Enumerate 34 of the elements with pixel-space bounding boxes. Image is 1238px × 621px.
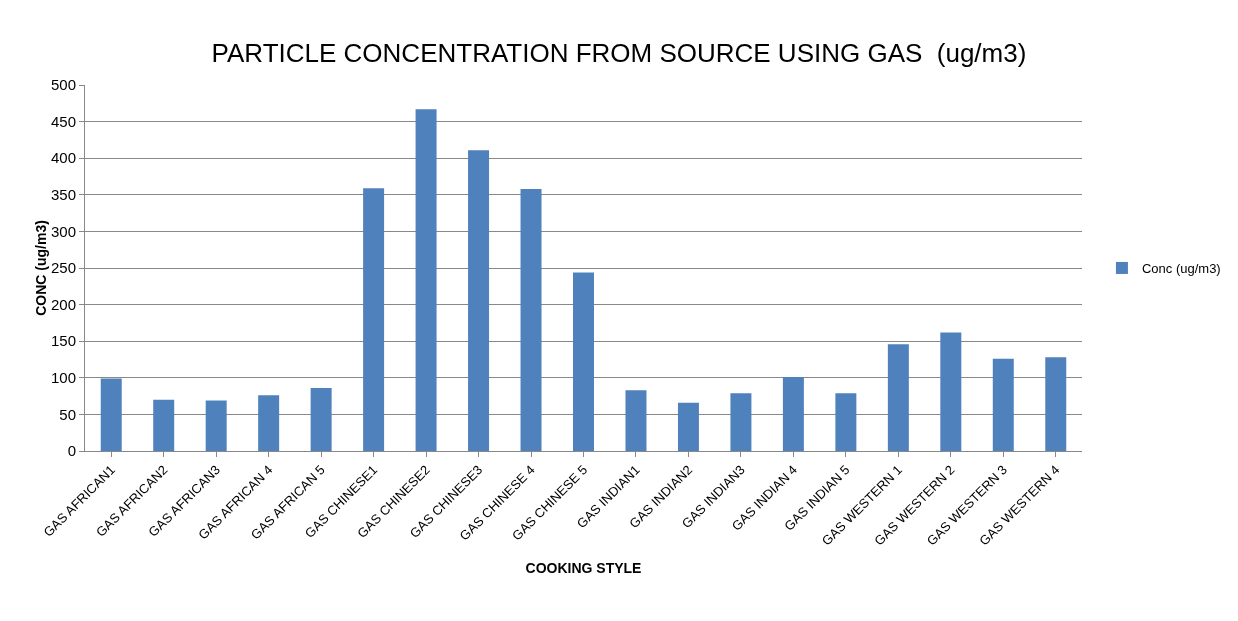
bar — [468, 150, 490, 451]
y-tick-label: 350 — [50, 186, 76, 204]
y-tick-label: 500 — [50, 76, 76, 94]
bar — [153, 399, 175, 451]
y-tick-label: 200 — [50, 295, 76, 313]
bar — [887, 344, 909, 451]
bar — [625, 390, 647, 451]
y-tick-label: 400 — [50, 149, 76, 167]
bar — [520, 188, 542, 451]
y-tick-label: 0 — [67, 442, 76, 460]
legend-label: Conc (ug/m3) — [1141, 261, 1221, 277]
y-tick-label: 100 — [50, 369, 76, 387]
y-axis-title: CONC (ug/m3) — [32, 220, 49, 316]
y-tick-label: 150 — [50, 332, 76, 350]
bar — [310, 388, 332, 451]
bar — [940, 332, 962, 451]
bar — [992, 358, 1014, 451]
bar — [730, 393, 752, 451]
bar — [363, 188, 385, 451]
y-tick-label: 300 — [50, 222, 76, 240]
y-tick-label: 450 — [50, 112, 76, 130]
bar — [782, 377, 804, 451]
y-tick-label: 50 — [59, 405, 76, 423]
bar — [1045, 357, 1067, 451]
bar — [835, 393, 857, 451]
bar — [205, 400, 227, 451]
chart-title: PARTICLE CONCENTRATION FROM SOURCE USING GAS (ug/m3) — [211, 37, 1027, 68]
bar — [100, 378, 122, 451]
bar — [258, 395, 280, 451]
bar — [677, 402, 699, 451]
y-tick-label: 250 — [50, 259, 76, 277]
bar — [415, 109, 437, 451]
bar — [573, 272, 594, 451]
x-axis-title: COOKING STYLE — [525, 559, 642, 576]
